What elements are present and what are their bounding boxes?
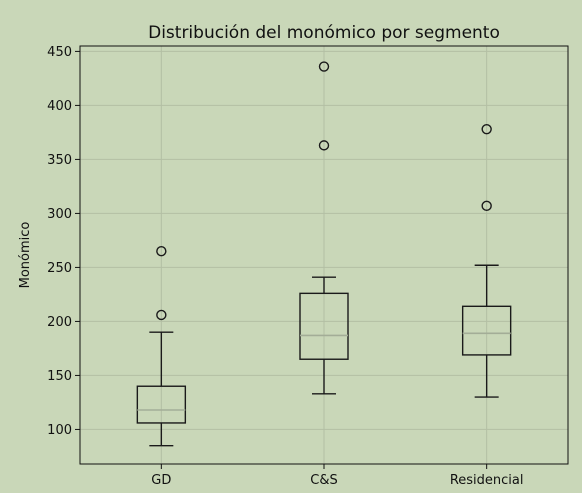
y-tick-label: 450: [47, 45, 72, 60]
box-group: [299, 61, 349, 395]
outlier-point: [481, 123, 492, 135]
y-axis: 100 150 200 250 300 350 400 450: [47, 45, 80, 438]
grid-layer: [80, 46, 568, 464]
box-group: [461, 123, 512, 398]
outlier-point: [481, 200, 492, 212]
outlier-point: [318, 140, 330, 151]
outlier-point: [318, 61, 330, 72]
box-group: [136, 246, 187, 447]
x-tick-label: GD: [151, 473, 171, 488]
box-iqr: [299, 292, 349, 360]
x-axis: GD C&S Residencial: [151, 464, 524, 488]
box-iqr: [136, 385, 187, 424]
y-tick-label: 350: [47, 153, 72, 168]
y-axis-label: Monómico: [18, 222, 33, 289]
y-tick-label: 300: [47, 207, 72, 222]
outlier-point: [156, 309, 167, 321]
chart-title: Distribución del monómico por segmento: [148, 23, 500, 43]
y-tick-label: 150: [47, 369, 72, 384]
y-tick-label: 200: [47, 315, 72, 330]
boxes-layer: [136, 61, 512, 447]
box-iqr: [461, 305, 512, 356]
y-tick-label: 400: [47, 99, 72, 114]
y-tick-label: 100: [47, 423, 72, 438]
y-tick-label: 250: [47, 261, 72, 276]
x-tick-label: C&S: [310, 473, 337, 488]
outlier-point: [156, 246, 167, 257]
x-tick-label: Residencial: [450, 473, 524, 488]
